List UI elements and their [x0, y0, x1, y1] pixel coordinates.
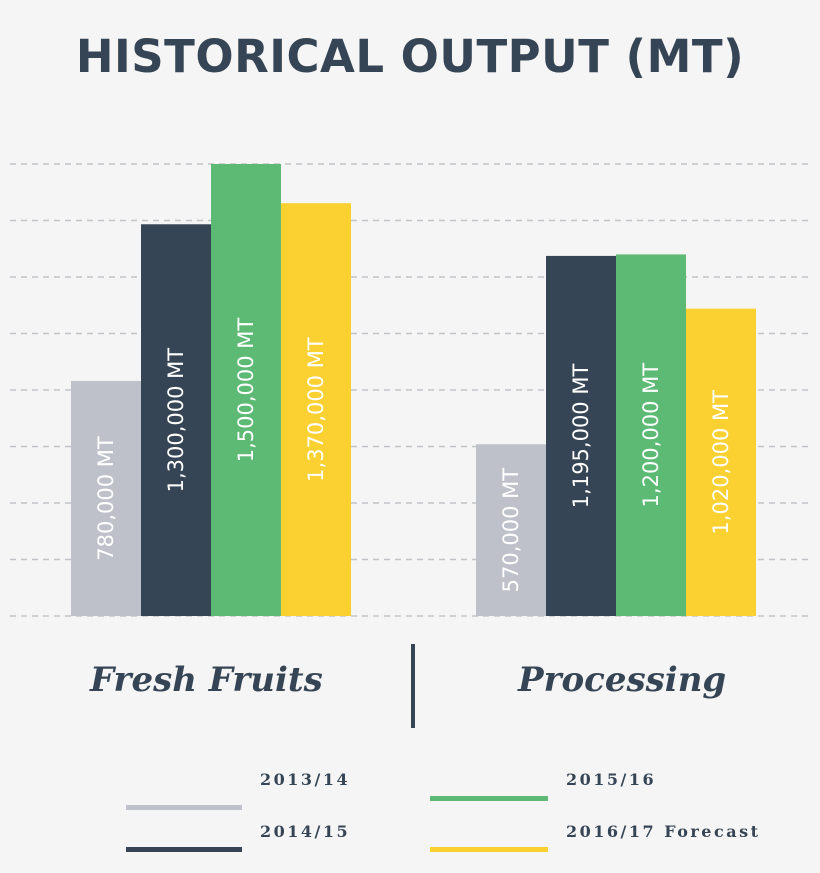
legend-swatch-2014-15 [126, 847, 242, 852]
bars [71, 164, 756, 616]
bar-value-label: 1,300,000 MT [164, 348, 188, 493]
bar-value-label: 780,000 MT [94, 436, 118, 561]
bar-labels: 780,000 MT 570,000 MT 1,300,000 MT 1,195,00… [94, 318, 733, 593]
legend-label-2015-16: 2015/16 [566, 770, 657, 789]
bar-value-label: 1,200,000 MT [639, 363, 663, 508]
category-label-processing: Processing [518, 660, 727, 700]
legend-label-2013-14: 2013/14 [260, 770, 351, 789]
legend-swatch-2015-16 [430, 796, 548, 801]
bar-fresh-fruits-2016-17-forecast [281, 203, 351, 616]
category-label-fresh-fruits: Fresh Fruits [90, 660, 323, 700]
bar-fresh-fruits-2013-14 [71, 380, 141, 616]
bar-value-label: 1,020,000 MT [709, 390, 733, 535]
legend-label-2014-15: 2014/15 [260, 822, 351, 841]
legend-swatch-2013-14 [126, 805, 242, 810]
bar-processing-2015-16 [616, 254, 686, 616]
bar-processing-2013-14 [476, 444, 546, 616]
bar-processing-2014-15 [546, 255, 616, 616]
bar-fresh-fruits-2015-16 [211, 164, 281, 616]
bar-value-label: 570,000 MT [499, 468, 523, 593]
bar-value-label: 1,195,000 MT [569, 364, 593, 509]
category-divider [411, 644, 415, 728]
bar-processing-2016-17-forecast [686, 308, 756, 616]
bar-value-label: 1,500,000 MT [234, 318, 258, 463]
bar-value-label: 1,370,000 MT [304, 337, 328, 482]
bar-fresh-fruits-2014-15 [141, 224, 211, 616]
chart-title: HISTORICAL OUTPUT (MT) [75, 30, 745, 83]
legend-swatch-2016-17-forecast [430, 847, 548, 852]
legend-label-2016-17-forecast: 2016/17 Forecast [566, 822, 761, 841]
